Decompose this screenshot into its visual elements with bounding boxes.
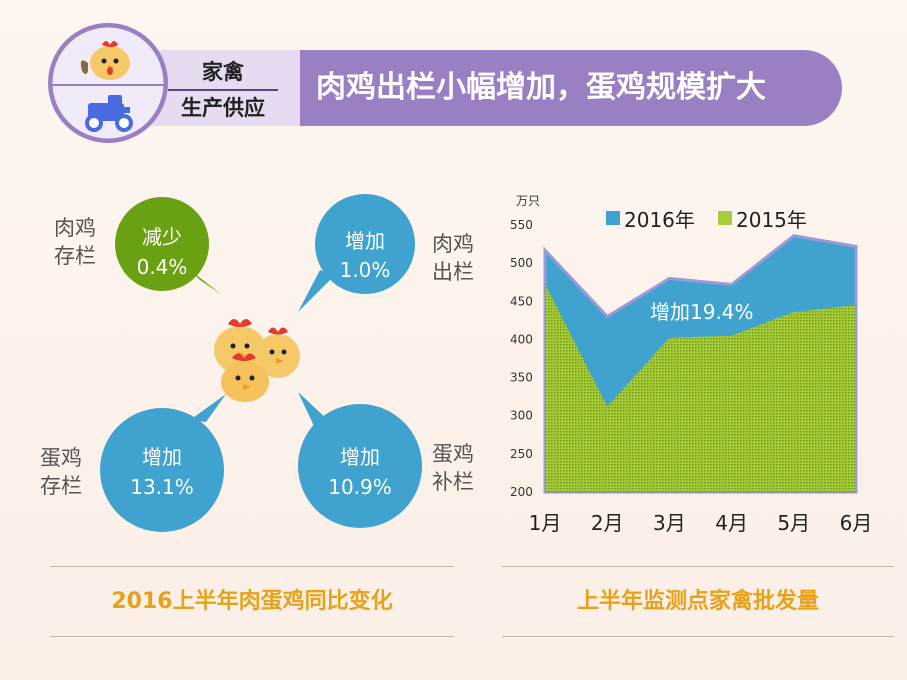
y-tick-label: 200 xyxy=(510,485,533,499)
divider-right-top xyxy=(502,566,894,567)
header-category-panel xyxy=(150,50,300,126)
category-top: 家禽 xyxy=(202,60,244,84)
chicken-icon xyxy=(80,41,130,80)
y-tick-label: 500 xyxy=(510,256,533,270)
x-tick-label: 2月 xyxy=(591,511,624,535)
bubble-layer-stock xyxy=(100,394,226,532)
y-tick-label: 350 xyxy=(510,371,533,385)
x-tick-label: 1月 xyxy=(529,511,562,535)
chart-caption: 上半年监测点家禽批发量 xyxy=(576,589,819,614)
page-title: 肉鸡出栏小幅增加，蛋鸡规模扩大 xyxy=(316,70,766,105)
divider-left-top xyxy=(50,566,454,567)
x-tick-label: 4月 xyxy=(715,511,748,535)
tractor-icon xyxy=(85,95,133,132)
bubble-broiler-stock-status: 减少 xyxy=(142,225,182,249)
y-unit-label: 万只 xyxy=(516,194,541,208)
logo xyxy=(48,23,168,143)
bubble-layer-stock-value: 13.1% xyxy=(130,475,194,499)
category-bottom: 生产供应 xyxy=(181,96,265,120)
area-chart: 200 250 300 350 400 450 500 550 1月 2月 3月 4月 5月 6月 xyxy=(510,218,873,535)
bubble-broiler-output-status: 增加 xyxy=(345,229,385,253)
legend-label-2016: 2016年 xyxy=(624,208,695,232)
chickens-icon xyxy=(214,319,300,402)
bubble-broiler-stock-value: 0.4% xyxy=(136,255,188,279)
x-tick-label: 5月 xyxy=(777,511,810,535)
bubble-layer-stock-status: 增加 xyxy=(142,445,182,469)
y-tick-label: 400 xyxy=(510,332,533,346)
y-tick-label: 450 xyxy=(510,294,533,308)
y-tick-label: 250 xyxy=(510,447,533,461)
legend-swatch-2015 xyxy=(718,211,732,225)
label-layer-restock: 蛋鸡补栏 xyxy=(432,442,474,494)
legend-swatch-2016 xyxy=(606,211,620,225)
bubble-layer-restock-value: 10.9% xyxy=(328,475,392,499)
chart-annotation: 增加19.4% xyxy=(650,300,754,324)
label-broiler-stock: 肉鸡存栏 xyxy=(54,216,96,268)
left-caption: 2016上半年肉蛋鸡同比变化 xyxy=(111,589,393,614)
x-tick-label: 6月 xyxy=(840,511,873,535)
divider-left-bottom xyxy=(50,636,454,637)
x-tick-label: 3月 xyxy=(653,511,686,535)
label-broiler-output: 肉鸡出栏 xyxy=(432,232,474,284)
bubble-broiler-output-value: 1.0% xyxy=(339,258,391,282)
series-2015-area xyxy=(545,283,856,492)
y-tick-label: 550 xyxy=(510,218,533,232)
bubble-layer-restock xyxy=(298,392,422,528)
bubble-layer-restock-status: 增加 xyxy=(340,445,380,469)
bubble-broiler-stock xyxy=(115,197,222,295)
divider-right-bottom xyxy=(502,636,894,637)
bubble-broiler-output xyxy=(298,194,415,312)
bubbles-diagram xyxy=(100,194,422,532)
y-tick-label: 300 xyxy=(510,409,533,423)
label-layer-stock: 蛋鸡存栏 xyxy=(40,446,82,498)
legend-label-2015: 2015年 xyxy=(736,208,807,232)
category-divider xyxy=(168,89,278,91)
